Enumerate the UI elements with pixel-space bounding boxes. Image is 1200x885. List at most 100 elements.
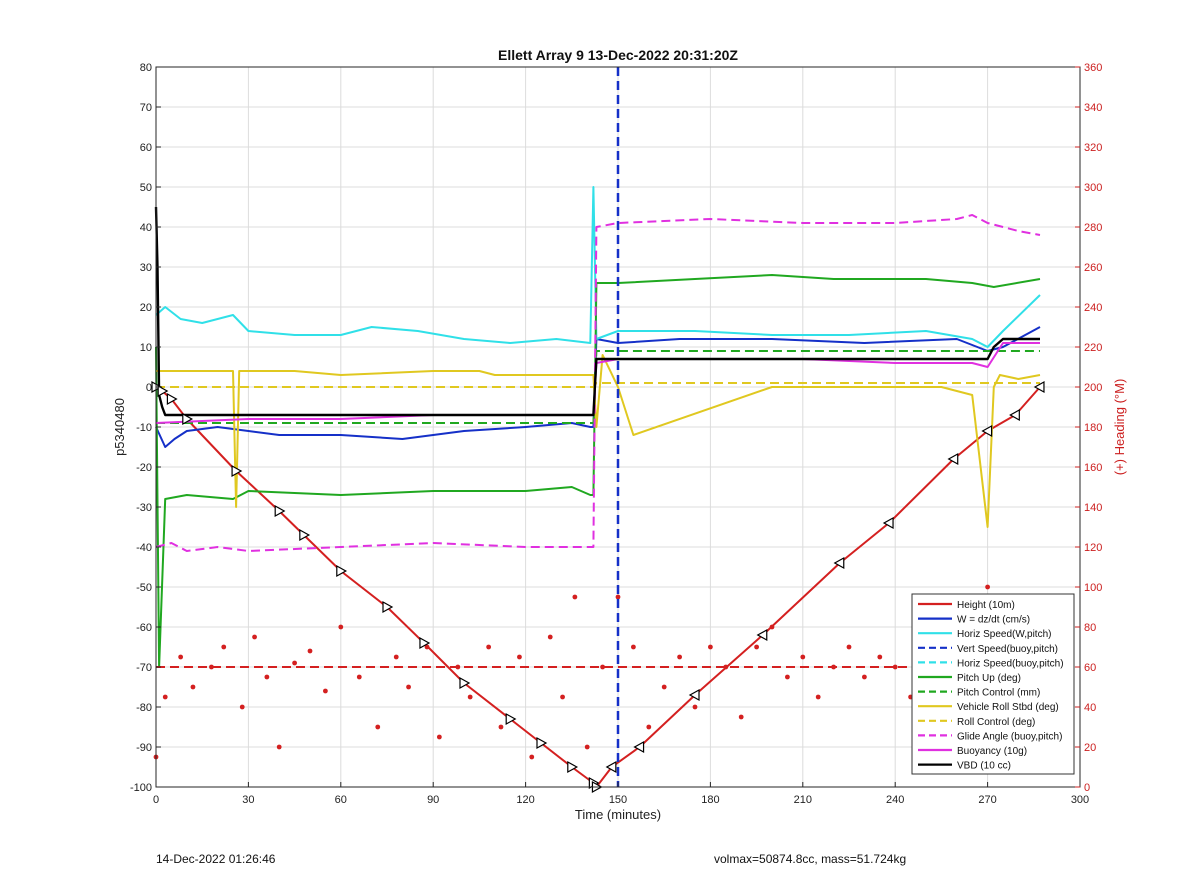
heading-point	[498, 724, 504, 730]
legend-label: Vehicle Roll Stbd (deg)	[957, 702, 1059, 713]
x-tick-label: 150	[609, 794, 627, 806]
y-tick-label-right: 40	[1084, 702, 1096, 714]
heading-point	[738, 714, 744, 720]
legend-label: W = dz/dt (cm/s)	[957, 615, 1030, 626]
legend-label: Roll Control (deg)	[957, 717, 1035, 728]
height-marker	[231, 464, 243, 478]
heading-point	[547, 634, 553, 640]
legend-box	[911, 593, 1075, 775]
height-marker	[382, 600, 394, 614]
height-marker	[299, 528, 311, 542]
series-height-10m	[155, 386, 1041, 788]
heading-point	[276, 744, 282, 750]
heading-point	[800, 654, 806, 660]
heading-point	[584, 744, 590, 750]
x-tick-label: 0	[153, 794, 159, 806]
y-tick-label-left: -10	[136, 422, 152, 434]
heading-point	[985, 584, 990, 590]
heading-point	[393, 654, 399, 660]
height-marker	[947, 452, 959, 466]
height-marker	[756, 628, 768, 642]
heading-point	[239, 704, 245, 710]
y-tick-label-left: 80	[140, 62, 152, 74]
heading-point	[436, 734, 442, 740]
heading-point	[692, 704, 698, 710]
y-tick-label-left: -70	[136, 662, 152, 674]
heading-point	[646, 724, 652, 730]
y-tick-label-left: 30	[140, 262, 152, 274]
legend: Height (10m) W = dz/dt (cm/s) Horiz Speed(…	[911, 593, 1075, 775]
heading-point	[252, 634, 257, 640]
x-tick-label: 240	[886, 794, 904, 806]
heading-dots	[153, 584, 1037, 760]
axis-ticks: 0 30 60 90 120 150 180 210 240 270 300807060504030…	[130, 62, 1102, 806]
y-tick-label-right: 160	[1084, 462, 1102, 474]
legend-label: Pitch Up (deg)	[957, 673, 1021, 684]
legend-label: Horiz Speed(W,pitch)	[957, 629, 1051, 640]
y-tick-label-left: 70	[140, 102, 152, 114]
x-tick-label: 120	[516, 794, 534, 806]
height-markers	[151, 380, 1045, 794]
footer-volmax-mass: volmax=50874.8cc, mass=51.724kg	[714, 852, 907, 866]
y-tick-label-left: 60	[140, 142, 152, 154]
legend-label: VBD (10 cc)	[957, 761, 1011, 772]
heading-point	[862, 674, 867, 680]
heading-point	[723, 664, 729, 670]
height-marker	[1009, 408, 1020, 422]
y-tick-label-right: 140	[1084, 502, 1102, 514]
y-tick-label-right: 260	[1084, 262, 1102, 274]
height-marker	[536, 736, 548, 750]
legend-label: Height (10m)	[957, 600, 1015, 611]
y-tick-label-left: -100	[130, 782, 152, 794]
series-pitch-up-deg	[155, 274, 1041, 668]
y-tick-label-right: 100	[1084, 582, 1102, 594]
heading-point	[846, 644, 852, 650]
y-tick-label-right: 200	[1084, 382, 1102, 394]
y-tick-label-right: 360	[1084, 62, 1102, 74]
series-pitch-control-mm	[156, 350, 1040, 424]
heading-point	[661, 684, 667, 690]
heading-point	[486, 644, 492, 650]
y-tick-label-left: 40	[140, 222, 152, 234]
heading-point	[292, 660, 297, 666]
height-marker	[419, 636, 431, 650]
y-axis-label-right: (+) Heading (°M)	[1112, 379, 1127, 476]
heading-point	[406, 684, 411, 690]
heading-point	[529, 754, 535, 760]
heading-point	[517, 654, 522, 660]
heading-point	[162, 694, 168, 700]
y-tick-label-left: -20	[136, 462, 152, 474]
heading-point	[677, 654, 682, 660]
y-tick-label-right: 20	[1084, 742, 1096, 754]
y-tick-label-left: 0	[146, 382, 152, 394]
height-marker	[459, 676, 471, 690]
heading-point	[600, 664, 605, 670]
x-tick-label: 300	[1071, 794, 1089, 806]
legend-label: Buoyancy (10g)	[957, 746, 1027, 757]
height-marker	[633, 740, 645, 754]
series-w-dz-dt-cm-s	[155, 326, 1041, 448]
height-marker	[166, 392, 178, 406]
chart-title: Ellett Array 9 13-Dec-2022 20:31:20Z	[498, 47, 738, 63]
heading-point	[338, 624, 344, 630]
footer-timestamp: 14-Dec-2022 01:26:46	[156, 852, 276, 866]
y-tick-label-right: 320	[1084, 142, 1102, 154]
height-marker	[688, 688, 700, 702]
heading-point	[892, 664, 898, 670]
heading-point	[708, 644, 713, 650]
series-vehicle-roll-stbd-deg	[156, 354, 1041, 528]
heading-point	[190, 684, 196, 690]
y-tick-label-right: 300	[1084, 182, 1102, 194]
y-tick-label-left: 10	[140, 342, 152, 354]
y-tick-label-right: 220	[1084, 342, 1102, 354]
heading-point	[307, 648, 313, 654]
height-marker	[981, 424, 993, 438]
y-tick-label-right: 120	[1084, 542, 1102, 554]
x-tick-label: 180	[701, 794, 719, 806]
height-marker	[605, 760, 617, 774]
y-tick-label-right: 60	[1084, 662, 1096, 674]
y-tick-label-right: 180	[1084, 422, 1102, 434]
y-tick-label-left: -30	[136, 502, 152, 514]
y-tick-label-left: -40	[136, 542, 152, 554]
